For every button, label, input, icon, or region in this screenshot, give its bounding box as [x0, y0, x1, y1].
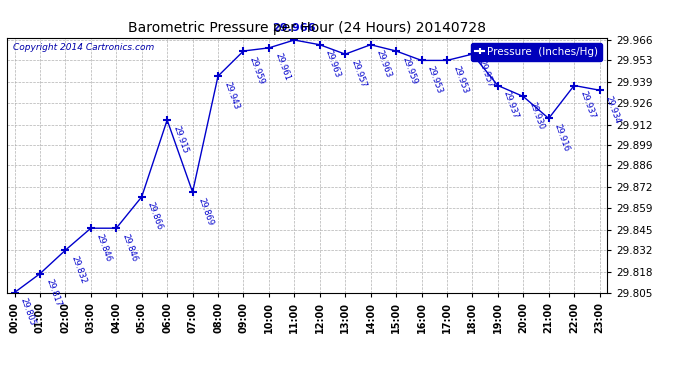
Text: 29.961: 29.961 — [273, 52, 291, 82]
Text: 29.846: 29.846 — [95, 232, 113, 263]
Text: 29.963: 29.963 — [375, 49, 393, 80]
Text: 29.930: 29.930 — [527, 100, 546, 131]
Text: 29.963: 29.963 — [324, 49, 342, 80]
Text: 29.866: 29.866 — [146, 201, 164, 232]
Text: 29.869: 29.869 — [197, 196, 215, 227]
Text: 29.957: 29.957 — [477, 58, 495, 88]
Text: 29.915: 29.915 — [171, 124, 190, 154]
Text: 29.937: 29.937 — [578, 90, 597, 120]
Text: 29.937: 29.937 — [502, 90, 520, 120]
Text: Copyright 2014 Cartronics.com: Copyright 2014 Cartronics.com — [13, 43, 154, 52]
Text: 29.805: 29.805 — [19, 297, 37, 327]
Text: 29.959: 29.959 — [248, 55, 266, 86]
Text: 29.817: 29.817 — [44, 278, 63, 308]
Text: 29.846: 29.846 — [121, 232, 139, 263]
Text: 29.966: 29.966 — [273, 23, 316, 33]
Text: 29.832: 29.832 — [70, 254, 88, 285]
Text: 29.916: 29.916 — [553, 123, 571, 153]
Text: 29.959: 29.959 — [400, 55, 419, 86]
Text: 29.953: 29.953 — [451, 64, 469, 95]
Text: 29.943: 29.943 — [222, 80, 241, 111]
Text: 29.957: 29.957 — [349, 58, 368, 88]
Title: Barometric Pressure per Hour (24 Hours) 20140728: Barometric Pressure per Hour (24 Hours) … — [128, 21, 486, 35]
Text: 29.953: 29.953 — [426, 64, 444, 95]
Text: 29.934: 29.934 — [604, 94, 622, 125]
Legend: Pressure  (Inches/Hg): Pressure (Inches/Hg) — [471, 43, 602, 61]
